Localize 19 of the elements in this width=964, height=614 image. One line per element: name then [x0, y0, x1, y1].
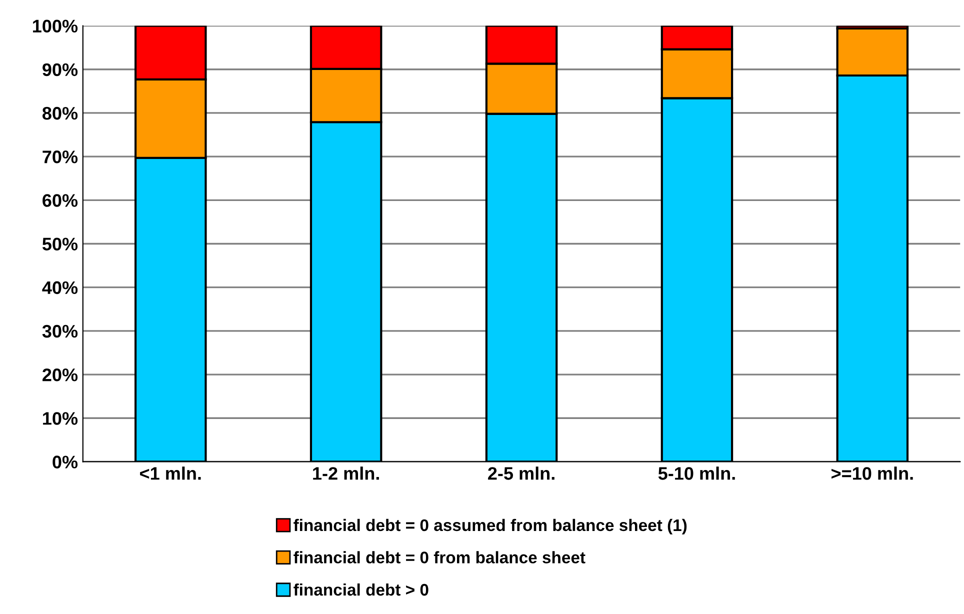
y-tick-label: 30%	[42, 324, 78, 338]
x-tick-label: 5-10 mln.	[658, 466, 735, 480]
legend-label: financial debt = 0 assumed from balance sheet (1)	[294, 518, 687, 534]
legend-label: financial debt > 0	[294, 583, 428, 596]
x-tick-label: 2-5 mln.	[488, 466, 554, 480]
y-tick-label: 100%	[33, 20, 78, 33]
y-tick-label: 10%	[43, 412, 78, 425]
x-tick-label: >=10 mln.	[832, 466, 913, 480]
x-tick-label: 1-2 mln.	[313, 466, 379, 480]
y-tick-label: 70%	[42, 150, 78, 164]
y-tick-label: 90%	[42, 63, 78, 76]
y-tick-label: 80%	[42, 106, 78, 120]
y-tick-label: 0%	[52, 456, 78, 468]
legend-label: financial debt = 0 from balance sheet	[294, 551, 586, 564]
y-tick-label: 40%	[42, 281, 78, 294]
x-tick-label: <1 mln.	[140, 466, 201, 480]
y-tick-label: 50%	[42, 238, 78, 250]
y-tick-label: 20%	[42, 368, 78, 382]
y-tick-label: 60%	[42, 194, 78, 207]
